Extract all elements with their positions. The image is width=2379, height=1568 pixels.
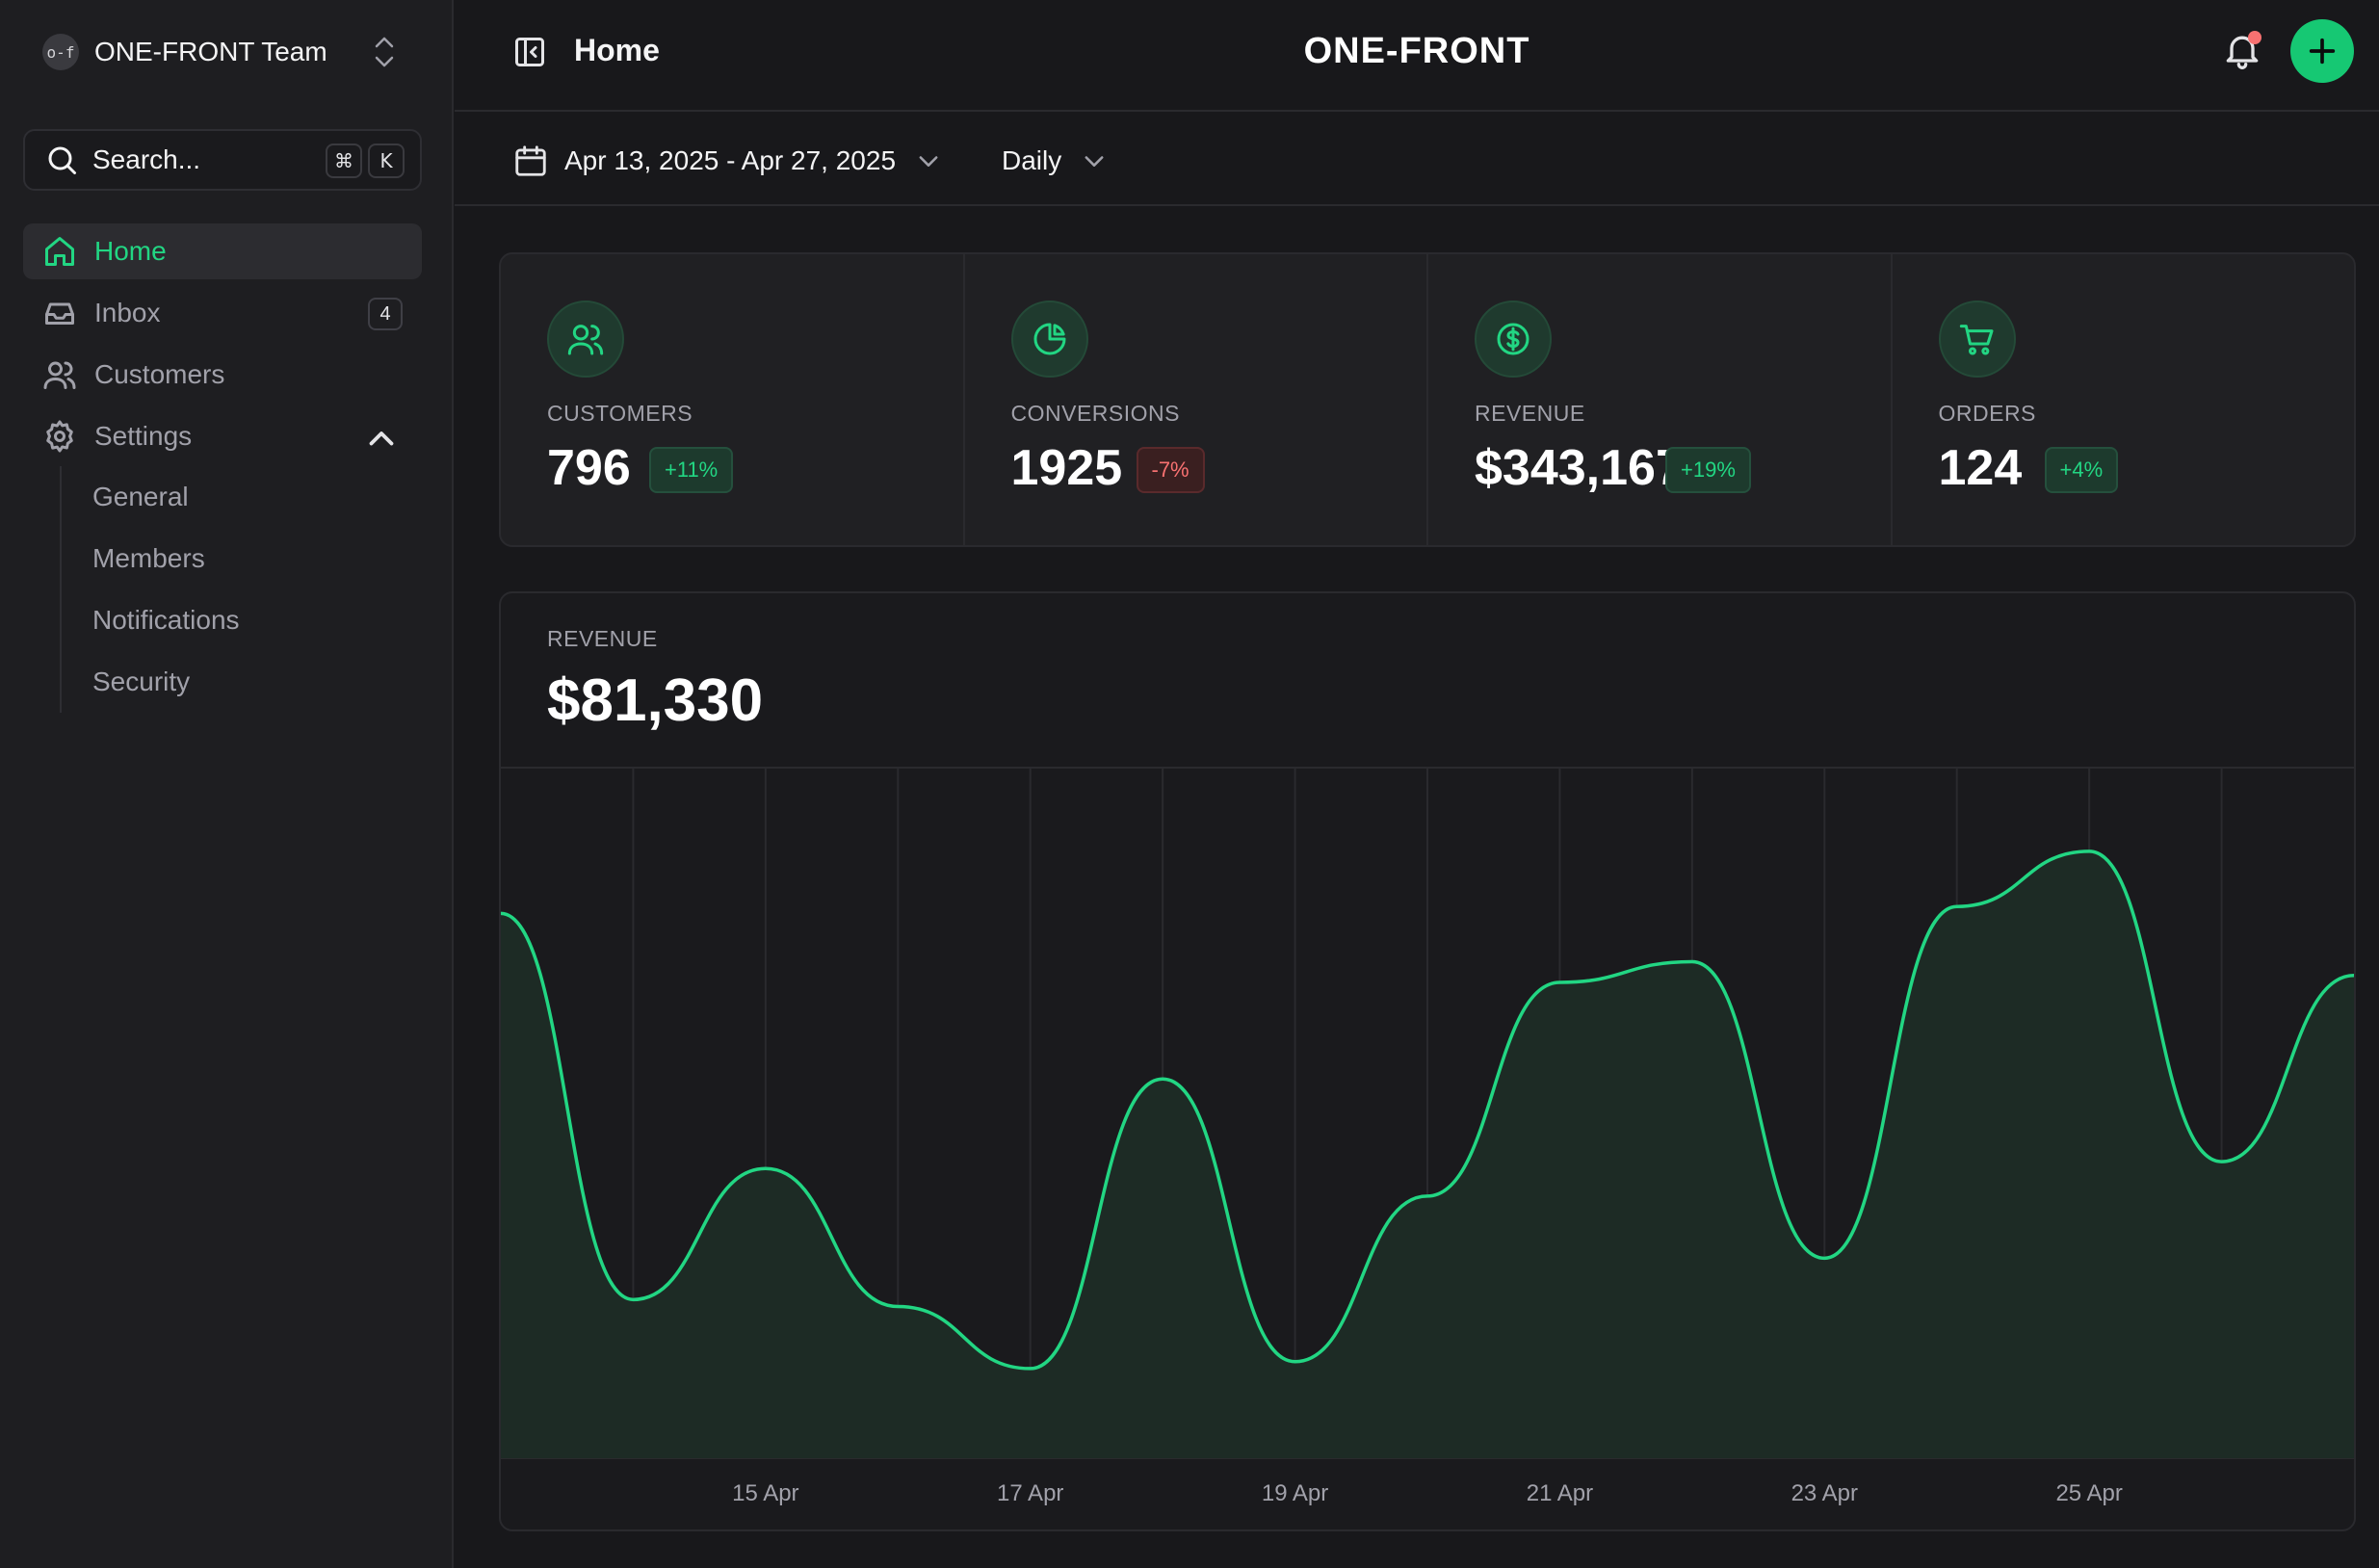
notification-dot: [2248, 31, 2261, 44]
stat-label: CUSTOMERS: [547, 401, 693, 426]
chart-x-tick-label: 21 Apr: [1527, 1480, 1593, 1506]
cart-icon: [1938, 301, 2016, 378]
team-name: ONE-FRONT Team: [94, 37, 327, 66]
chart-x-tick-label: 17 Apr: [997, 1480, 1063, 1506]
sidebar-subitem-security[interactable]: Security: [92, 666, 191, 696]
stat-label: ORDERS: [1938, 401, 2036, 426]
sidebar-item-customers[interactable]: Customers: [23, 347, 422, 403]
brand-logo: ONE-FRONT: [1303, 31, 1530, 71]
chart-label: REVENUE: [547, 626, 658, 651]
inbox-icon: [45, 302, 74, 325]
plus-icon: [2309, 38, 2336, 65]
team-logo: o-f: [42, 34, 79, 70]
sidebar-item-label: Home: [94, 236, 167, 266]
shortcut-key-cmd: ⌘: [326, 144, 362, 178]
search-icon: [48, 146, 76, 174]
chart-x-tick-label: 19 Apr: [1262, 1480, 1328, 1506]
team-switcher[interactable]: o-f ONE-FRONT Team: [42, 31, 408, 73]
search-input[interactable]: Search... ⌘ K: [23, 129, 422, 191]
chart-series-line: [501, 849, 2354, 1371]
chart-x-tick-label: 15 Apr: [732, 1480, 798, 1506]
stat-value: $343,167: [1475, 440, 1684, 496]
chart-x-tick-label: 23 Apr: [1791, 1480, 1858, 1506]
stat-label: REVENUE: [1475, 401, 1585, 426]
chart-area-fill: [501, 850, 2354, 1458]
sidebar: o-f ONE-FRONT Team Search... ⌘ K Home In…: [0, 0, 454, 1568]
settings-subnav-line: [60, 466, 62, 713]
chevron-down-icon: [1085, 156, 1104, 167]
chevrons-up-down-icon[interactable]: [372, 33, 397, 71]
sidebar-item-label: Customers: [94, 359, 225, 389]
stat-value: 124: [1938, 440, 2023, 496]
home-icon: [45, 237, 74, 266]
top-header: Home ONE-FRONT: [455, 0, 2379, 112]
sidebar-toggle-icon[interactable]: [512, 35, 547, 69]
sidebar-item-home[interactable]: Home: [23, 223, 422, 279]
chart-divider: [501, 767, 2354, 769]
sidebar-item-label: Settings: [94, 421, 193, 451]
sidebar-item-settings[interactable]: Settings: [23, 408, 422, 464]
sidebar-subitem-members[interactable]: Members: [92, 543, 205, 573]
sidebar-subitem-general[interactable]: General: [92, 482, 189, 511]
period-select[interactable]: Daily: [1002, 139, 1108, 183]
stat-value: 1925: [1010, 440, 1123, 496]
stat-revenue[interactable]: REVENUE $343,167 +19%: [1428, 254, 1893, 545]
calendar-icon: [515, 145, 546, 176]
date-range-label: Apr 13, 2025 - Apr 27, 2025: [564, 145, 897, 175]
sidebar-item-inbox[interactable]: Inbox 4: [23, 285, 422, 341]
sidebar-item-label: Inbox: [94, 298, 161, 327]
period-label: Daily: [1002, 145, 1062, 175]
inbox-count-badge: 4: [368, 298, 403, 330]
users-icon: [43, 361, 76, 389]
stat-customers[interactable]: CUSTOMERS 796 +11%: [501, 254, 965, 545]
date-range-picker[interactable]: Apr 13, 2025 - Apr 27, 2025: [512, 139, 942, 183]
stat-delta-badge: +11%: [649, 447, 734, 493]
filter-bar: Apr 13, 2025 - Apr 27, 2025 Daily: [455, 114, 2379, 206]
gear-icon: [46, 420, 73, 453]
pie-chart-icon: [1010, 301, 1088, 378]
sidebar-subitem-notifications[interactable]: Notifications: [92, 605, 240, 635]
stat-conversions[interactable]: CONVERSIONS 1925 -7%: [965, 254, 1428, 545]
stat-delta-badge: +4%: [2044, 447, 2119, 493]
chevron-down-icon: [919, 156, 938, 167]
revenue-chart[interactable]: 15 Apr 17 Apr 19 Apr 21 Apr 23 Apr 25 Apr: [501, 769, 2354, 1529]
users-icon: [547, 301, 624, 378]
stat-value: 796: [547, 440, 631, 496]
revenue-chart-card: REVENUE $81,330 15 Apr 17 Apr 19 Apr 21 Apr…: [499, 591, 2356, 1531]
stat-delta-badge: -7%: [1136, 447, 1205, 493]
dollar-circle-icon: [1475, 301, 1552, 378]
stat-delta-badge: +19%: [1665, 447, 1751, 493]
chart-x-tick-label: 25 Apr: [2055, 1480, 2122, 1506]
page-title: Home: [574, 33, 660, 67]
bell-icon[interactable]: [2221, 29, 2263, 71]
stat-orders[interactable]: ORDERS 124 +4%: [1893, 254, 2355, 545]
shortcut-key-k: K: [368, 144, 405, 178]
chevron-up-icon[interactable]: [364, 422, 399, 457]
search-placeholder: Search...: [92, 144, 201, 174]
stat-label: CONVERSIONS: [1010, 401, 1180, 426]
add-button[interactable]: [2290, 19, 2354, 83]
stats-card: CUSTOMERS 796 +11% CONVERSIONS 1925 -7% …: [499, 252, 2356, 547]
chart-total: $81,330: [547, 667, 764, 734]
